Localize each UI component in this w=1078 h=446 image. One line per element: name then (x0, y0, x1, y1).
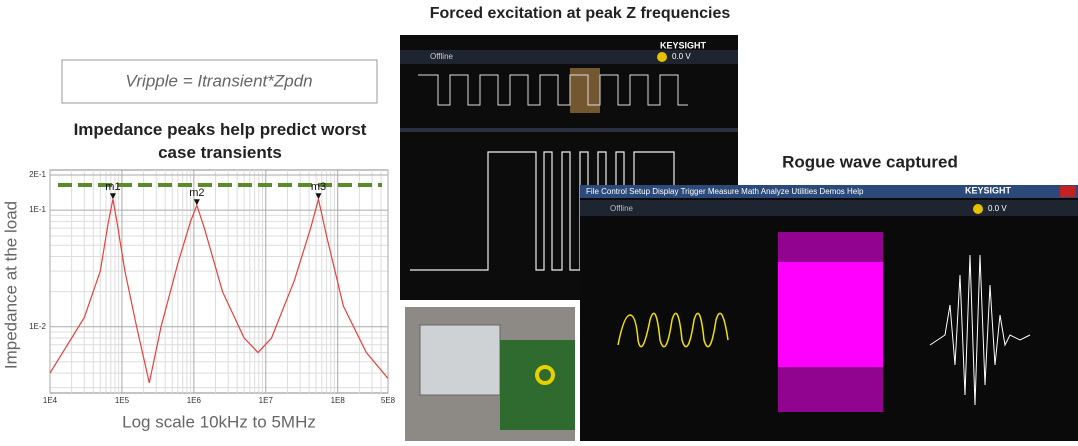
scope2-level: 0.0 V (988, 204, 1007, 213)
scope1-brand: KEYSIGHT (660, 40, 707, 50)
scope2-status: Offline (610, 204, 634, 213)
marker-label: m2 (189, 187, 204, 199)
y-tick-label: 1E-1 (29, 205, 46, 214)
x-tick-label: 1E6 (187, 396, 202, 405)
marker-label: m3 (311, 181, 326, 193)
x-tick-label: 5E8 (381, 396, 396, 405)
scope2-brand: KEYSIGHT (965, 185, 1012, 195)
scope1-status: Offline (430, 52, 454, 61)
x-tick-label: 1E4 (43, 396, 58, 405)
hardware-photo (405, 307, 575, 441)
marker-label: m1 (105, 181, 120, 193)
x-tick-label: 1E8 (331, 396, 346, 405)
scope-screenshot-2: File Control Setup Display Trigger Measu… (580, 185, 1078, 441)
chart-heading-box: Impedance peaks help predict worst case … (60, 118, 380, 170)
y-axis-label: Impedance at the load (1, 201, 20, 369)
slide-title: Forced excitation at peak Z frequencies (430, 5, 731, 22)
slide: Forced excitation at peak Z frequencies … (0, 0, 1078, 441)
impedance-chart: 1E4 1E5 1E6 1E7 1E8 5E8 2E-1 1E-1 1E-2 Log scale … (1, 170, 395, 431)
x-axis-label: Log scale 10kHz to 5MHz (122, 412, 316, 431)
y-tick-label: 2E-1 (29, 170, 46, 179)
formula: Vripple = Itransient*Zpdn (125, 71, 312, 90)
x-tick-label: 1E7 (259, 396, 274, 405)
x-tick-label: 1E5 (115, 396, 130, 405)
rogue-caption: Rogue wave captured (782, 152, 958, 171)
chart-heading: Impedance peaks help predict worst case … (60, 118, 380, 164)
scope1-level: 0.0 V (672, 52, 691, 61)
y-tick-label: 1E-2 (29, 322, 46, 331)
scope2-menu: File Control Setup Display Trigger Measu… (586, 187, 864, 196)
